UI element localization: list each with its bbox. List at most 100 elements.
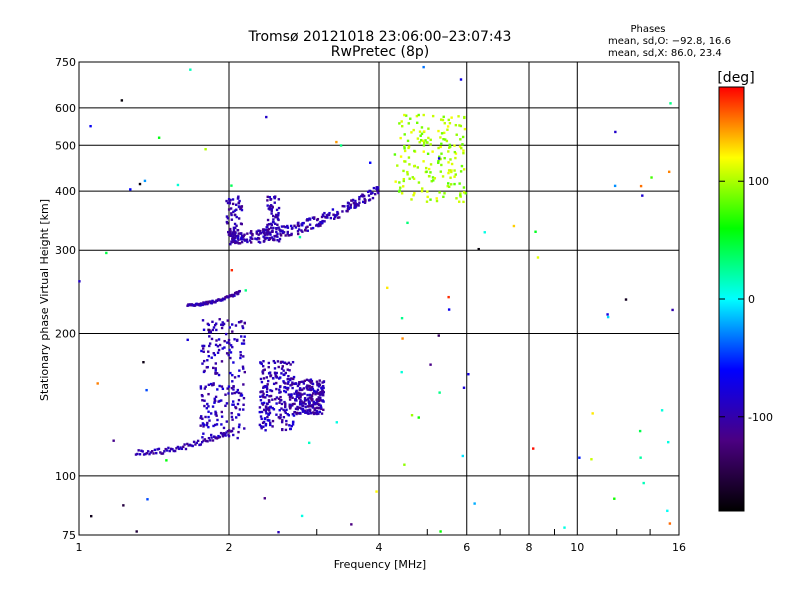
data-point	[358, 198, 361, 201]
data-point	[207, 392, 210, 396]
data-point	[202, 347, 205, 350]
data-point	[230, 386, 234, 390]
data-point	[257, 240, 261, 244]
data-point	[228, 326, 231, 329]
data-point	[399, 155, 403, 158]
data-point	[320, 393, 323, 396]
data-point	[259, 232, 262, 235]
data-point	[271, 419, 275, 423]
data-point	[297, 391, 300, 394]
data-point	[447, 169, 451, 172]
data-point	[242, 403, 245, 406]
data-point	[269, 423, 272, 427]
data-point	[222, 322, 226, 326]
data-point	[266, 233, 269, 236]
data-point	[429, 163, 433, 166]
data-point	[268, 395, 271, 398]
data-point	[400, 316, 404, 320]
data-point	[258, 241, 262, 244]
data-point	[308, 403, 311, 407]
data-point	[301, 230, 304, 233]
data-point	[265, 393, 269, 397]
data-point	[213, 353, 217, 357]
data-point	[186, 442, 189, 446]
data-point	[273, 201, 276, 204]
data-point	[275, 402, 278, 405]
data-point	[231, 392, 234, 395]
data-point	[432, 179, 435, 182]
data-point	[246, 232, 249, 235]
data-point	[346, 201, 350, 205]
data-point	[421, 139, 425, 143]
data-point	[231, 418, 234, 421]
data-point	[335, 140, 338, 144]
data-point	[462, 151, 465, 155]
data-point	[261, 228, 265, 231]
data-point	[667, 170, 671, 174]
data-point	[317, 412, 320, 415]
data-point	[426, 190, 429, 193]
data-point	[429, 171, 432, 174]
data-point	[278, 388, 281, 391]
data-point	[416, 137, 420, 140]
data-point	[262, 392, 265, 396]
data-point	[408, 177, 411, 180]
data-point	[461, 135, 465, 139]
data-point	[290, 395, 293, 398]
data-point	[190, 444, 193, 447]
data-point	[350, 199, 353, 202]
data-point	[307, 402, 311, 405]
data-point	[239, 354, 243, 357]
data-point	[317, 399, 320, 403]
data-point	[401, 337, 404, 340]
data-point	[323, 211, 326, 215]
data-point	[403, 145, 406, 148]
data-point	[312, 217, 316, 220]
data-point	[297, 383, 301, 386]
data-point	[298, 381, 301, 384]
data-point	[214, 372, 217, 375]
data-point	[242, 339, 246, 342]
data-point	[261, 364, 265, 368]
data-point	[296, 384, 300, 388]
data-point	[233, 236, 237, 239]
data-point	[263, 368, 266, 371]
data-point	[312, 400, 316, 404]
data-point	[211, 384, 214, 387]
data-point	[242, 367, 245, 370]
data-point	[205, 366, 209, 369]
data-point	[270, 389, 274, 393]
data-point	[285, 419, 288, 423]
data-point	[318, 392, 322, 395]
data-point	[176, 183, 180, 187]
data-point	[361, 200, 365, 204]
data-point	[217, 434, 220, 438]
data-point	[240, 208, 244, 212]
data-point	[420, 132, 424, 136]
data-point	[277, 530, 280, 534]
data-point	[442, 195, 445, 199]
data-point	[279, 232, 282, 236]
data-point	[419, 134, 422, 137]
data-point	[295, 392, 299, 396]
data-point	[146, 498, 149, 501]
data-point	[446, 184, 449, 188]
data-point	[429, 363, 432, 366]
data-point	[223, 432, 227, 435]
data-point	[201, 362, 204, 365]
data-point	[241, 365, 245, 368]
data-point	[186, 304, 189, 307]
data-point	[138, 453, 142, 456]
data-point	[175, 447, 178, 450]
data-point	[322, 386, 325, 390]
data-point	[239, 351, 242, 354]
data-point	[198, 302, 201, 306]
data-point	[262, 369, 265, 372]
data-point	[309, 378, 313, 381]
data-point	[213, 423, 217, 427]
data-point	[233, 391, 236, 395]
data-point	[461, 143, 464, 146]
data-point	[207, 354, 211, 358]
data-point	[447, 185, 451, 188]
data-point	[309, 409, 312, 412]
